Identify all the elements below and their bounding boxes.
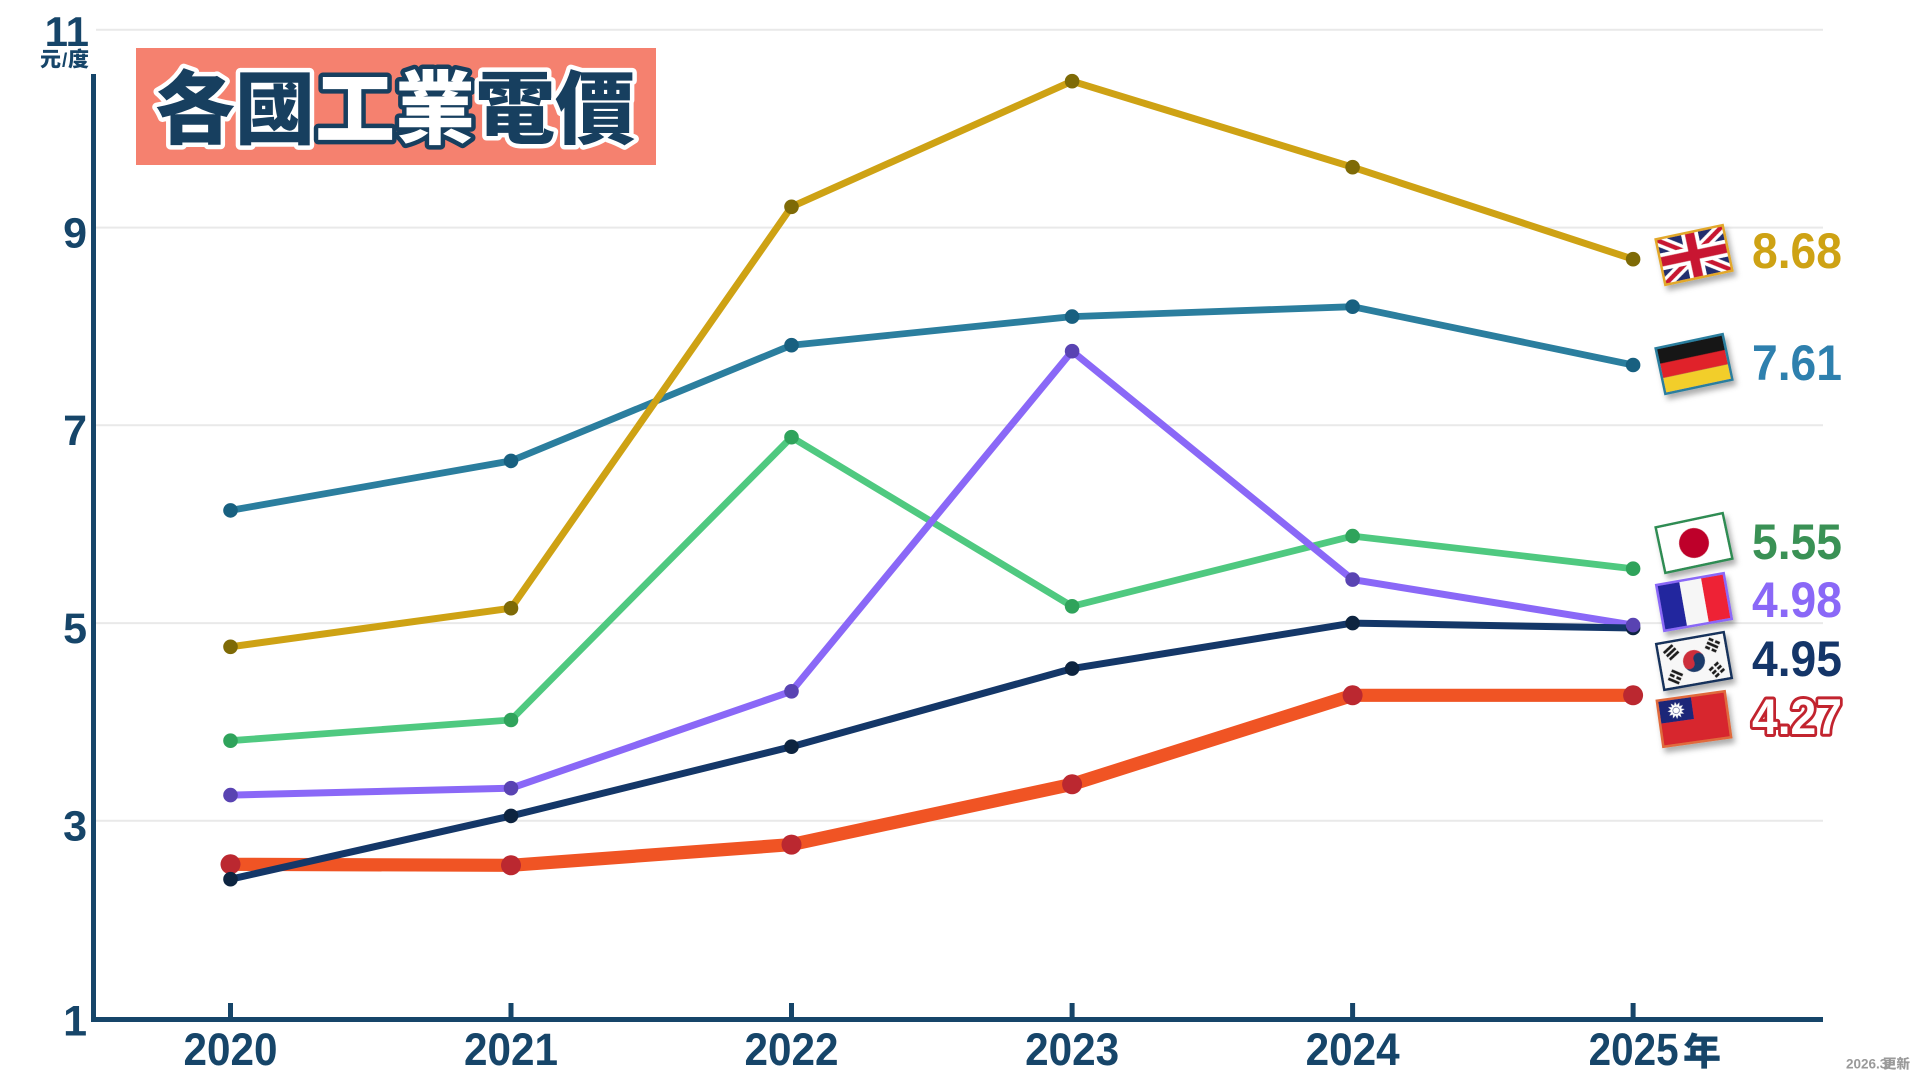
svg-text:2026.3: 2026.3 [1846, 1057, 1888, 1072]
svg-text:4.95: 4.95 [1752, 631, 1842, 687]
svg-text:2022: 2022 [745, 1024, 839, 1075]
svg-text:2023: 2023 [1025, 1024, 1119, 1075]
svg-text:8.68: 8.68 [1752, 223, 1842, 279]
svg-text:5.55: 5.55 [1752, 514, 1842, 570]
svg-text:7: 7 [63, 407, 87, 455]
svg-text:2020: 2020 [184, 1024, 278, 1075]
svg-text:/: / [62, 51, 68, 72]
svg-text:5: 5 [63, 605, 87, 653]
svg-text:2024: 2024 [1306, 1024, 1400, 1075]
svg-text:2021: 2021 [464, 1024, 558, 1075]
svg-text:9: 9 [63, 209, 87, 257]
svg-text:3: 3 [63, 803, 87, 851]
svg-text:2025: 2025 [1589, 1024, 1679, 1075]
svg-text:11: 11 [45, 8, 89, 55]
svg-text:4.98: 4.98 [1752, 572, 1842, 628]
svg-text:4.27: 4.27 [1752, 689, 1842, 745]
svg-text:1: 1 [63, 998, 87, 1046]
svg-text:7.61: 7.61 [1752, 335, 1842, 391]
